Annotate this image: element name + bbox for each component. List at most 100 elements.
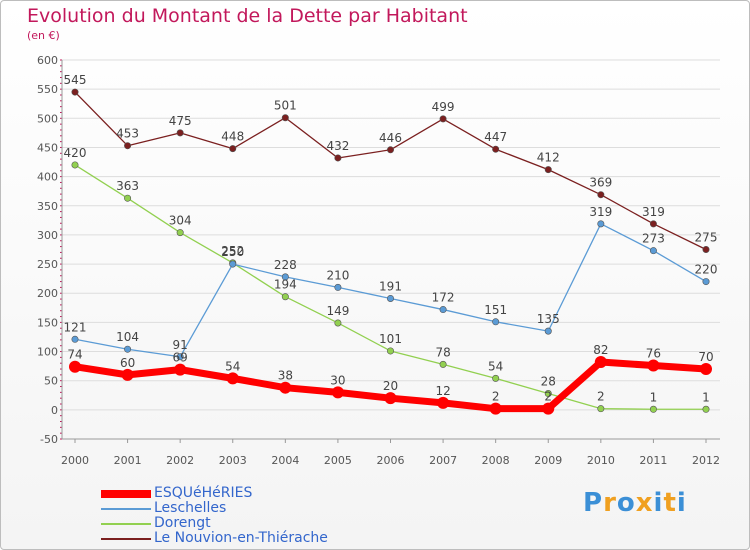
y-tick-label: 400 [37,171,58,184]
data-point [702,278,710,286]
data-point [597,220,605,228]
data-point [334,283,342,291]
data-point [229,260,237,268]
data-label: 82 [593,343,608,357]
data-label: 250 [221,245,244,259]
data-label: 135 [537,312,560,326]
x-tick-label: 2012 [692,454,720,467]
data-point [121,368,134,381]
data-label: 91 [173,338,188,352]
data-label: 501 [274,99,297,113]
data-point [597,405,605,413]
data-point [71,335,79,343]
x-tick-label: 2000 [61,454,89,467]
data-point [176,129,184,137]
data-label: 545 [64,73,87,87]
data-label: 2 [492,390,500,404]
data-label: 363 [116,179,139,193]
x-tick-label: 2004 [271,454,299,467]
data-point [384,392,397,405]
data-label: 448 [221,130,244,144]
data-point [544,327,552,335]
brand-letter: P [583,488,604,518]
x-tick-label: 2007 [429,454,457,467]
y-tick-label: 250 [37,258,58,271]
data-point [69,360,81,373]
data-point [649,405,657,413]
data-label: 38 [278,369,293,383]
data-label: 319 [642,205,665,219]
data-label: 151 [484,303,507,317]
x-tick-label: 2006 [377,454,405,467]
x-tick-label: 2010 [587,454,615,467]
legend-swatch [101,537,151,540]
legend-label: Le Nouvion-en-Thiérache [154,530,328,546]
data-point [649,220,657,228]
data-point [386,294,394,302]
data-label: 104 [116,330,139,344]
data-point [702,405,710,413]
y-tick-label: 550 [37,83,58,96]
data-point [489,402,502,415]
data-point [226,372,239,385]
data-point [649,247,657,255]
legend-item: Dorengt [101,516,328,531]
data-label: 2 [544,390,552,404]
x-tick-label: 2008 [482,454,510,467]
data-point [331,386,344,399]
data-label: 30 [330,373,345,387]
x-tick-label: 2005 [324,454,352,467]
data-point [124,345,132,353]
data-point [334,319,342,327]
data-label: 54 [225,359,240,373]
x-tick-label: 2011 [639,454,667,467]
proxiti-logo: Proxiti [583,488,687,518]
y-tick-label: 600 [37,54,58,67]
data-label: 412 [537,151,560,165]
data-point [597,191,605,199]
y-tick-label: 500 [37,112,58,125]
chart-subtitle: (en €) [27,29,60,42]
y-tick-label: 100 [37,346,58,359]
data-label: 194 [274,278,297,292]
data-label: 475 [169,114,192,128]
y-tick-label: 300 [37,229,58,242]
data-point [439,115,447,123]
legend-swatch [101,522,151,525]
data-point [176,229,184,237]
data-point [594,356,607,369]
x-tick-label: 2003 [219,454,247,467]
legend-swatch [101,507,151,510]
data-point [281,293,289,301]
data-point [492,374,500,382]
data-label: 210 [326,268,349,282]
y-tick-label: 0 [51,404,58,417]
data-label: 447 [484,130,507,144]
data-point [124,142,132,150]
chart-title: Evolution du Montant de la Dette par Hab… [27,5,468,27]
data-point [492,318,500,326]
data-label: 220 [695,263,718,277]
data-point [700,363,712,376]
data-label: 28 [541,375,556,389]
data-label: 121 [64,320,87,334]
legend-item: ESQUéHéRIES [101,486,328,501]
data-point [439,306,447,314]
data-point [386,347,394,355]
data-point [544,166,552,174]
data-point [439,360,447,368]
data-label: 420 [64,146,87,160]
x-tick-label: 2001 [114,454,142,467]
brand-letter: x [635,488,654,518]
data-point [281,273,289,281]
data-label: 273 [642,232,665,246]
data-label: 20 [383,379,398,393]
data-label: 78 [435,345,450,359]
brand-letter: r [603,488,617,518]
data-point [647,359,660,372]
data-point [176,353,184,361]
legend-swatch [101,489,151,498]
data-label: 54 [488,359,503,373]
